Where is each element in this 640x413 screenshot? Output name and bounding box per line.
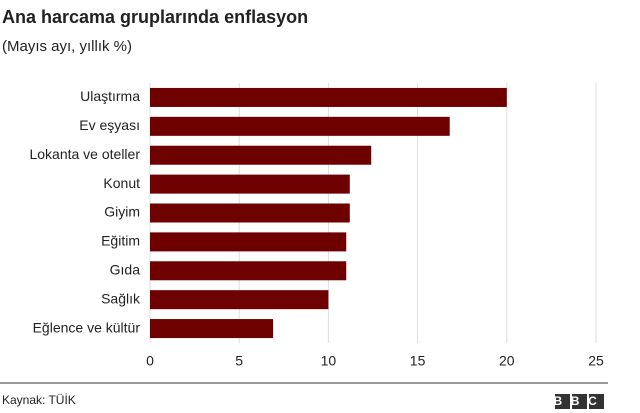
chart-title: Ana harcama gruplarında enflasyon	[2, 7, 308, 27]
source: Kaynak: TÜİK	[2, 393, 76, 407]
y-tick-label: Eğlence ve kültür	[33, 319, 141, 335]
x-tick-label: 10	[321, 353, 337, 369]
x-tick-label: 0	[146, 353, 154, 369]
x-tick-label: 5	[235, 353, 243, 369]
y-tick-label: Lokanta ve oteller	[29, 146, 140, 162]
chart-subtitle: (Mayıs ayı, yıllık %)	[2, 38, 132, 55]
bar	[150, 116, 450, 136]
y-tick-label: Konut	[103, 175, 140, 191]
bar	[150, 319, 274, 339]
y-tick-label: Gıda	[110, 261, 141, 277]
x-tick-label: 20	[499, 353, 515, 369]
y-tick-label: Giyim	[104, 204, 140, 220]
bar	[150, 203, 350, 223]
y-tick-label: Ev eşyası	[79, 117, 140, 133]
logo-text: BBC	[553, 394, 605, 408]
y-tick-label: Ulaştırma	[80, 88, 140, 104]
bar	[150, 232, 347, 252]
y-tick-label: Sağlık	[101, 290, 141, 306]
bar	[150, 145, 372, 165]
y-tick-label: Eğitim	[101, 233, 140, 249]
bar	[150, 174, 350, 194]
logo: BBC	[553, 394, 605, 409]
bar	[150, 290, 329, 310]
bar	[150, 87, 507, 107]
x-tick-label: 25	[588, 353, 604, 369]
bar	[150, 261, 347, 281]
x-tick-label: 15	[410, 353, 426, 369]
